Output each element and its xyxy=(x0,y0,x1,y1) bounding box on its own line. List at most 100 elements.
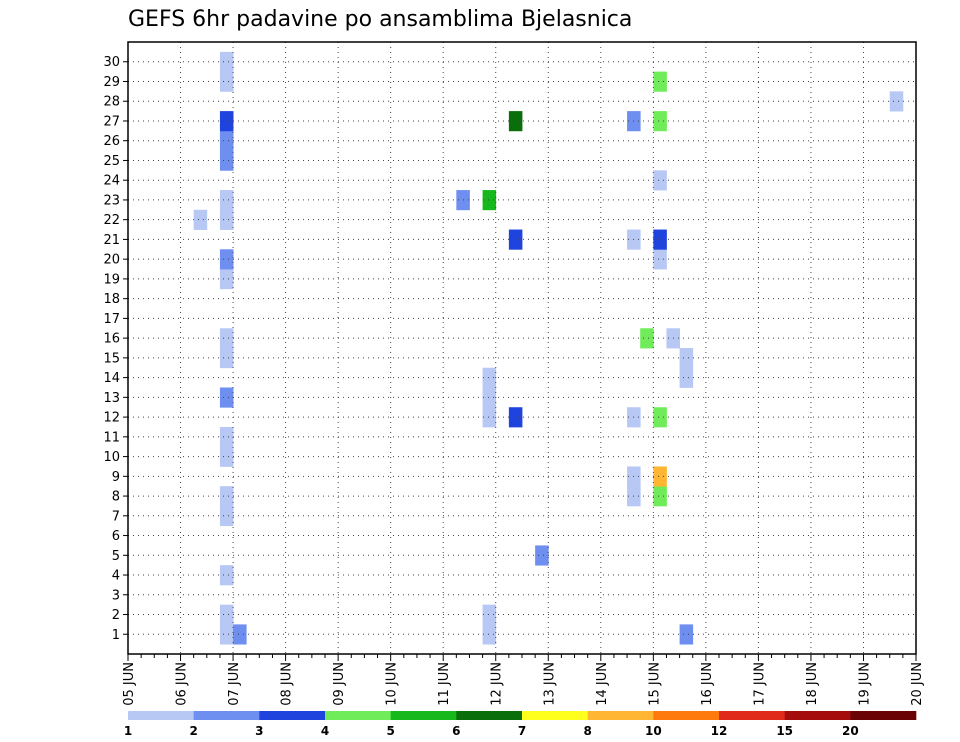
y-tick-label: 4 xyxy=(112,569,120,584)
heat-cell xyxy=(219,130,234,151)
chart-title: GEFS 6hr padavine po ansamblima Bjelasni… xyxy=(128,7,632,32)
colorbar-label: 10 xyxy=(645,724,662,738)
colorbar-label: 6 xyxy=(452,724,460,738)
y-tick-label: 19 xyxy=(103,272,120,287)
colorbar-swatch xyxy=(325,711,391,720)
y-tick-label: 17 xyxy=(103,312,120,327)
heat-cell xyxy=(679,367,694,388)
colorbar-swatch xyxy=(128,711,194,720)
heat-cell xyxy=(233,624,247,645)
y-tick-label: 28 xyxy=(103,95,120,110)
heat-cell xyxy=(679,624,694,645)
heat-cell xyxy=(482,190,497,211)
y-tick-label: 8 xyxy=(112,490,120,505)
heat-cell xyxy=(219,51,234,73)
y-tick-label: 5 xyxy=(112,549,120,564)
colorbar-swatch xyxy=(390,711,457,720)
y-tick-label: 26 xyxy=(103,134,120,149)
x-tick-label: 09 JUN xyxy=(332,662,347,706)
heat-cell xyxy=(219,249,234,270)
plot-frame xyxy=(127,41,917,655)
heat-cell xyxy=(482,387,497,408)
x-tick-label: 10 JUN xyxy=(385,662,400,706)
heat-cell xyxy=(653,71,667,92)
colorbar-swatch xyxy=(719,711,785,720)
heat-cell xyxy=(219,387,234,408)
heat-cell xyxy=(679,348,694,369)
heat-cell xyxy=(219,150,234,171)
y-tick-label: 12 xyxy=(103,411,120,426)
x-tick-label: 12 JUN xyxy=(490,662,505,706)
colorbar-swatch xyxy=(456,711,523,720)
colorbar-swatch xyxy=(193,711,260,720)
heat-cell xyxy=(219,269,234,290)
heat-cell xyxy=(482,367,497,388)
heat-cell xyxy=(653,229,667,250)
heat-cell xyxy=(508,229,523,250)
y-tick-label: 9 xyxy=(112,470,120,485)
y-tick-label: 11 xyxy=(103,430,120,445)
y-tick-label: 18 xyxy=(103,292,120,307)
colorbar-label: 7 xyxy=(518,724,526,738)
heat-cell xyxy=(219,71,234,92)
y-tick-label: 16 xyxy=(103,332,120,347)
colorbar-label: 8 xyxy=(583,724,591,738)
y-tick-label: 20 xyxy=(103,253,120,268)
heat-cell xyxy=(640,328,654,349)
heat-cell xyxy=(653,486,667,507)
y-tick-label: 25 xyxy=(103,154,120,169)
heat-cell xyxy=(482,407,497,428)
colorbar-swatch xyxy=(850,711,917,720)
heat-cell xyxy=(219,486,234,507)
y-axis: 1234567891011121314151617181920212223242… xyxy=(103,55,128,643)
y-tick-label: 21 xyxy=(103,233,120,248)
y-tick-label: 15 xyxy=(103,351,120,366)
heat-cell xyxy=(219,348,234,369)
y-tick-label: 14 xyxy=(103,371,120,386)
colorbar-label: 15 xyxy=(776,724,793,738)
y-tick-label: 1 xyxy=(112,628,120,643)
colorbar-label: 12 xyxy=(711,724,728,738)
colorbar-label: 5 xyxy=(386,724,394,738)
x-tick-label: 19 JUN xyxy=(857,662,872,706)
x-tick-label: 18 JUN xyxy=(805,662,820,706)
x-tick-label: 06 JUN xyxy=(175,662,190,706)
x-tick-label: 05 JUN xyxy=(122,662,137,706)
heat-cell xyxy=(219,209,234,230)
colorbar-swatch xyxy=(259,711,326,720)
x-tick-label: 07 JUN xyxy=(227,662,242,706)
heat-cell xyxy=(219,505,234,527)
heat-cell xyxy=(508,111,523,132)
heat-cell xyxy=(219,446,234,467)
heat-cell xyxy=(889,91,904,112)
heat-cell xyxy=(653,249,667,270)
heat-cell xyxy=(653,170,667,191)
colorbar-swatch xyxy=(587,711,654,720)
heatmap-cells xyxy=(193,51,904,645)
heat-cell xyxy=(219,328,234,349)
colorbar: 1 2 3 4 5 6 7 8 10 12 15 20 xyxy=(124,711,917,738)
colorbar-swatch xyxy=(784,711,851,720)
y-tick-label: 27 xyxy=(103,114,120,129)
y-tick-label: 13 xyxy=(103,391,120,406)
x-tick-label: 11 JUN xyxy=(437,662,452,706)
heat-cell xyxy=(219,111,234,132)
y-tick-label: 6 xyxy=(112,529,120,544)
colorbar-label: 3 xyxy=(255,724,263,738)
colorbar-swatch xyxy=(522,711,588,720)
heat-cell xyxy=(219,426,234,448)
heat-cell xyxy=(508,407,523,428)
heat-cell xyxy=(653,111,667,132)
y-tick-label: 7 xyxy=(112,509,120,524)
x-tick-label: 20 JUN xyxy=(910,662,925,706)
y-tick-label: 22 xyxy=(103,213,120,228)
y-tick-label: 30 xyxy=(103,55,120,70)
heat-cell xyxy=(193,209,208,230)
y-tick-label: 2 xyxy=(112,608,120,623)
colorbar-label: 2 xyxy=(189,724,197,738)
x-tick-label: 14 JUN xyxy=(595,662,610,706)
x-tick-label: 13 JUN xyxy=(542,662,557,706)
colorbar-swatch xyxy=(653,711,720,720)
y-tick-label: 3 xyxy=(112,588,120,603)
